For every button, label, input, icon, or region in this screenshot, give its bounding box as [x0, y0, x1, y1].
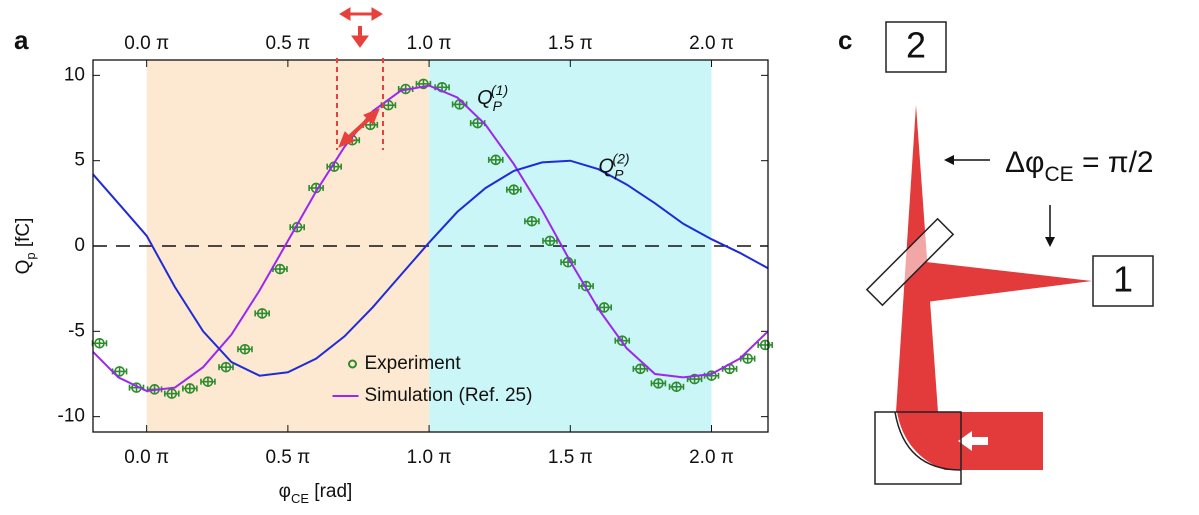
- data-point: [163, 388, 180, 399]
- arrow-head: [339, 7, 351, 21]
- x-tick-label-top: 0.5 π: [265, 33, 310, 54]
- data-point: [650, 378, 667, 389]
- series-label: QP(1): [477, 82, 508, 114]
- text-rest: = π/2: [1074, 146, 1154, 179]
- panel-label: c: [838, 25, 852, 55]
- phase-label: ΔφCE = π/2: [1005, 146, 1154, 186]
- series-label: QP(2): [599, 150, 630, 182]
- text-sub: p: [23, 252, 38, 259]
- x-tick-label: 1.5 π: [548, 447, 593, 468]
- text-sup: (1): [491, 82, 508, 98]
- text-base: Δφ: [1005, 146, 1045, 179]
- arrow-head: [1045, 237, 1055, 247]
- panel-label: a: [14, 25, 29, 55]
- data-point: [237, 343, 253, 355]
- x-tick-label: 1.0 π: [407, 447, 452, 468]
- y-tick-label: -10: [58, 406, 85, 427]
- text-base: Q: [477, 88, 493, 110]
- beam-splitter: [865, 217, 955, 307]
- text-base: Q: [13, 260, 34, 275]
- text-sup: (2): [612, 150, 629, 166]
- y-tick-label: -5: [68, 320, 85, 341]
- x-tick-label-top: 2.0 π: [689, 33, 734, 54]
- y-tick-label: 0: [74, 235, 85, 256]
- data-point: [506, 184, 522, 195]
- data-point: [757, 339, 773, 351]
- data-point: [200, 376, 216, 387]
- arrow: [344, 114, 374, 142]
- arrow-head: [338, 131, 355, 148]
- y-axis-label: Qp [fC]: [13, 218, 38, 275]
- box-label: 1: [1113, 259, 1133, 300]
- data-point: [182, 383, 198, 394]
- arrow-head: [363, 108, 380, 125]
- x-axis-label: φCE [rad]: [279, 481, 353, 506]
- arrow: [958, 431, 988, 451]
- data-point: [596, 302, 612, 313]
- arrow-head: [371, 7, 383, 21]
- diagram: 2 1 ΔφCE = π/2: [865, 21, 1154, 485]
- text-sub: P: [493, 98, 503, 114]
- x-tick-label-top: 0.0 π: [124, 33, 169, 54]
- data-point: [524, 215, 540, 227]
- text-rest: [fC]: [13, 218, 34, 253]
- series-line: [92, 159, 769, 377]
- data-point: [703, 370, 720, 381]
- text-sub: CE: [1045, 163, 1074, 186]
- mirror: [874, 411, 962, 485]
- x-tick-label: 0.0 π: [124, 447, 169, 468]
- data-point: [668, 381, 685, 393]
- beam: [926, 262, 1092, 302]
- legend-label: Experiment: [365, 353, 462, 374]
- legend-marker: [348, 359, 357, 369]
- data-point: [542, 235, 558, 247]
- box: [885, 21, 947, 73]
- legend-label: Simulation (Ref. 25): [365, 385, 533, 406]
- text-base: Q: [599, 156, 615, 178]
- text-sub: CE: [291, 491, 309, 506]
- x-tick-label-top: 1.0 π: [407, 33, 452, 54]
- data-point: [218, 361, 234, 373]
- text-sub: P: [614, 166, 624, 182]
- y-tick-label: 10: [64, 64, 85, 85]
- x-tick-label: 2.0 π: [689, 447, 734, 468]
- panel-b-markers: [336, 7, 384, 150]
- box-label: 2: [906, 25, 926, 66]
- x-tick-label-top: 1.5 π: [548, 33, 593, 54]
- series-line: [92, 84, 769, 393]
- x-tick-label: 0.5 π: [265, 447, 310, 468]
- data-point: [91, 337, 108, 349]
- text-rest: [rad]: [309, 481, 352, 502]
- y-tick-label: 5: [74, 150, 85, 171]
- text-base: φ: [279, 481, 291, 502]
- arrow-head: [351, 35, 369, 48]
- data-point: [254, 308, 270, 319]
- arrow-head: [944, 155, 954, 165]
- data-point: [272, 263, 288, 275]
- shaded-band: [429, 60, 712, 432]
- data-point: [578, 280, 594, 292]
- plot-frame: [92, 59, 769, 433]
- box: [1092, 255, 1154, 307]
- mirror-surface: [894, 411, 962, 471]
- data-point: [487, 154, 504, 166]
- plot: 0.0 π 0.0 π 0.5 π 0.5 π 1.0 π 1.0 π 1.5 π 1.5 π…: [13, 33, 773, 506]
